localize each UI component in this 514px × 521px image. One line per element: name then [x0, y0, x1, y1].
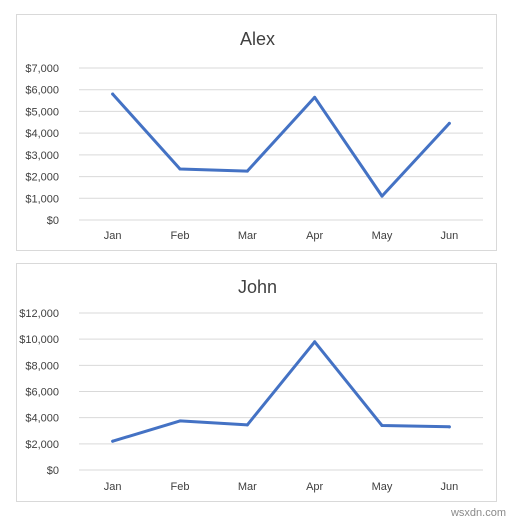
- data-point: [313, 340, 317, 344]
- y-tick-label: $1,000: [25, 193, 59, 205]
- chart-john: John $0 $2,000 $4,000 $6,000 $8,000 $10,000 $1…: [16, 263, 497, 502]
- y-tick-label: $8,000: [25, 360, 59, 372]
- x-axis-tick-labels: Jan Feb Mar Apr May Jun: [104, 481, 458, 493]
- y-tick-label: $0: [47, 215, 59, 227]
- series-line: [111, 92, 451, 198]
- y-axis-tick-labels: $0 $2,000 $4,000 $6,000 $8,000 $10,000 $12,000: [19, 308, 59, 477]
- y-tick-label: $6,000: [25, 387, 59, 399]
- series: [111, 340, 451, 443]
- x-tick-label: Feb: [171, 230, 190, 242]
- y-tick-label: $5,000: [25, 106, 59, 118]
- x-tick-label: Apr: [306, 230, 323, 242]
- data-point: [380, 424, 384, 428]
- data-point: [447, 121, 451, 125]
- series: [111, 92, 451, 198]
- y-tick-label: $6,000: [25, 85, 59, 97]
- x-axis-tick-labels: Jan Feb Mar Apr May Jun: [104, 230, 458, 242]
- data-point: [447, 425, 451, 429]
- x-tick-label: Jun: [440, 481, 458, 493]
- data-point: [178, 167, 182, 171]
- y-tick-label: $2,000: [25, 172, 59, 184]
- y-tick-label: $3,000: [25, 150, 59, 162]
- x-tick-label: Mar: [238, 481, 257, 493]
- y-tick-label: $7,000: [25, 63, 59, 75]
- chart-title: John: [238, 277, 277, 297]
- series-line: [111, 340, 451, 443]
- data-point: [245, 423, 249, 427]
- chart-alex-svg: Alex $0 $1,000 $2,000 $3,000 $4,000 $5,000 $6,…: [25, 29, 483, 242]
- x-tick-label: Mar: [238, 230, 257, 242]
- data-point: [313, 95, 317, 99]
- y-tick-label: $12,000: [19, 308, 59, 320]
- grid-lines: [79, 312, 483, 471]
- data-point: [245, 169, 249, 173]
- y-tick-label: $0: [47, 465, 59, 477]
- y-tick-label: $4,000: [25, 413, 59, 425]
- x-tick-label: Feb: [171, 481, 190, 493]
- chart-john-svg: John $0 $2,000 $4,000 $6,000 $8,000 $10,000 $1…: [19, 277, 483, 493]
- x-tick-label: Jun: [440, 230, 458, 242]
- x-tick-label: Apr: [306, 481, 323, 493]
- data-point: [111, 92, 115, 96]
- grid-lines: [79, 67, 483, 221]
- chart-title: Alex: [240, 29, 275, 49]
- y-tick-label: $4,000: [25, 128, 59, 140]
- watermark: wsxdn.com: [450, 507, 506, 519]
- x-tick-label: May: [372, 230, 393, 242]
- chart-alex: Alex $0 $1,000 $2,000 $3,000 $4,000 $5,000 $6,…: [16, 14, 497, 251]
- data-point: [380, 194, 384, 198]
- y-tick-label: $2,000: [25, 439, 59, 451]
- x-tick-label: May: [372, 481, 393, 493]
- y-tick-label: $10,000: [19, 334, 59, 346]
- x-tick-label: Jan: [104, 481, 122, 493]
- x-tick-label: Jan: [104, 230, 122, 242]
- data-point: [111, 439, 115, 443]
- y-axis-tick-labels: $0 $1,000 $2,000 $3,000 $4,000 $5,000 $6,000 $7…: [25, 63, 59, 227]
- data-point: [178, 419, 182, 423]
